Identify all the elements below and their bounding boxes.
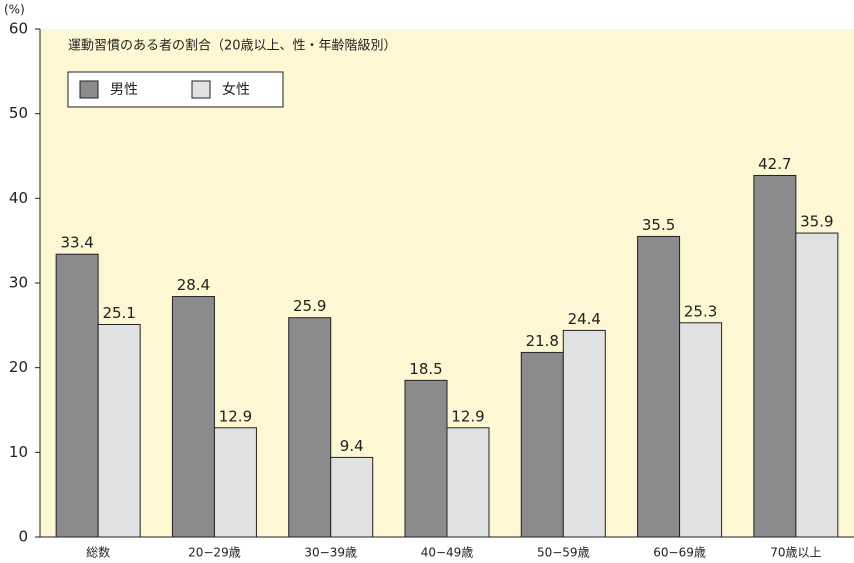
bar <box>446 427 490 538</box>
legend-label: 女性 <box>222 81 250 98</box>
value-label: 9.4 <box>340 437 364 455</box>
value-label: 12.9 <box>219 407 252 425</box>
x-tick-label: 60−69歳 <box>653 546 706 560</box>
value-label: 28.4 <box>177 276 210 294</box>
bar <box>171 296 215 538</box>
bar <box>213 427 257 538</box>
y-tick-label: 40 <box>9 189 28 207</box>
y-tick-label: 30 <box>9 274 28 292</box>
x-tick-label: 30−39歳 <box>304 546 357 560</box>
bar <box>795 232 839 538</box>
value-label: 35.5 <box>642 216 675 234</box>
value-label: 25.9 <box>293 297 326 315</box>
bar <box>562 329 606 538</box>
x-tick-label: 50−59歳 <box>537 546 590 560</box>
bar <box>55 253 99 538</box>
y-axis-label: (%) <box>4 3 25 17</box>
x-tick-label: 20−29歳 <box>188 546 241 560</box>
value-label: 25.3 <box>684 302 717 320</box>
bar <box>637 235 681 538</box>
value-label: 42.7 <box>758 155 791 173</box>
bar <box>520 351 564 538</box>
x-tick-label: 70歳以上 <box>770 546 821 560</box>
bar <box>679 322 723 538</box>
bar <box>97 323 141 538</box>
y-tick-label: 50 <box>9 104 28 122</box>
bar <box>753 174 797 538</box>
value-label: 18.5 <box>409 360 442 378</box>
bar <box>404 379 448 538</box>
value-label: 33.4 <box>60 234 93 252</box>
value-label: 21.8 <box>526 332 559 350</box>
legend-swatch <box>191 80 211 99</box>
y-tick-label: 20 <box>9 358 28 376</box>
value-label: 25.1 <box>102 304 135 322</box>
y-tick-label: 0 <box>18 528 28 546</box>
value-label: 24.4 <box>568 310 601 328</box>
x-tick-label: 総数 <box>86 545 110 560</box>
y-tick-label: 10 <box>9 443 28 461</box>
bar <box>330 456 374 538</box>
legend-box <box>67 71 284 108</box>
x-tick-label: 40−49歳 <box>421 546 474 560</box>
chart-title: 運動習慣のある者の割合（20歳以上、性・年齢階級別） <box>68 38 397 54</box>
value-label: 12.9 <box>451 407 484 425</box>
legend-swatch <box>79 80 99 99</box>
value-label: 35.9 <box>800 213 833 231</box>
y-tick-label: 60 <box>9 20 28 38</box>
legend-label: 男性 <box>110 82 138 98</box>
bar <box>288 317 332 538</box>
